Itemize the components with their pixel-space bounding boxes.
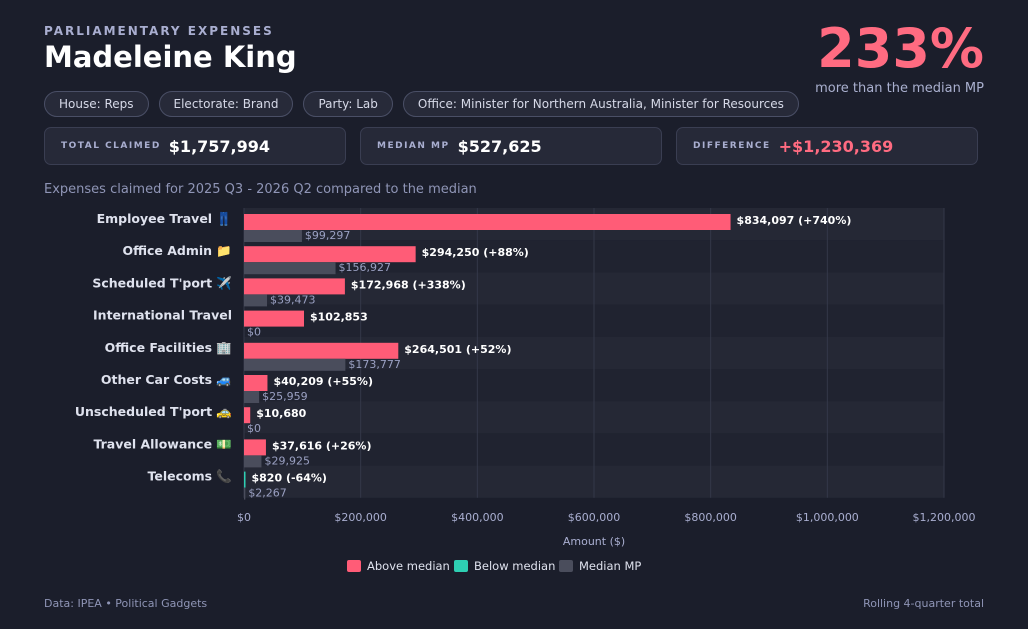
x-tick-label: $200,000 bbox=[334, 511, 387, 524]
legend-swatch-above-median bbox=[347, 560, 361, 572]
value-label: $820 (-64%) bbox=[252, 472, 327, 485]
difference-value: +$1,230,369 bbox=[778, 136, 894, 156]
value-label: $264,501 (+52%) bbox=[404, 343, 511, 356]
above-median-bar-other-car-costs bbox=[244, 375, 268, 391]
member-info-pills: House: Reps Electorate: Brand Party: Lab… bbox=[44, 91, 799, 117]
house-pill: House: Reps bbox=[44, 91, 149, 117]
above-median-bar-office-admin bbox=[244, 246, 416, 263]
category-label-telecoms: Telecoms 📞 bbox=[148, 468, 233, 484]
member-name: Madeleine King bbox=[44, 40, 297, 74]
legend-label-above-median: Above median bbox=[367, 559, 450, 573]
above-median-bar-unscheduled-t-port bbox=[244, 407, 251, 424]
category-label-travel-allowance: Travel Allowance 💵 bbox=[93, 436, 232, 451]
chart-caption: Expenses claimed for 2025 Q3 - 2026 Q2 c… bbox=[44, 182, 477, 197]
median-label: $0 bbox=[247, 422, 261, 435]
median-label: $173,777 bbox=[348, 358, 401, 371]
category-label-office-admin: Office Admin 📁 bbox=[122, 243, 232, 258]
category-label-other-car-costs: Other Car Costs 🚙 bbox=[101, 372, 232, 388]
electorate-pill: Electorate: Brand bbox=[158, 91, 294, 117]
median-bar-employee-travel bbox=[244, 230, 302, 242]
percent-caption: more than the median MP bbox=[815, 81, 984, 96]
party-pill: Party: Lab bbox=[303, 91, 393, 117]
x-tick-label: $800,000 bbox=[684, 511, 737, 524]
median-bar-telecoms bbox=[244, 487, 246, 500]
median-bar-scheduled-t-port bbox=[244, 294, 268, 307]
x-tick-label: $1,000,000 bbox=[796, 511, 859, 524]
value-label: $294,250 (+88%) bbox=[422, 246, 529, 259]
difference-label: DIFFERENCE bbox=[693, 141, 771, 151]
x-tick-label: $0 bbox=[237, 511, 251, 524]
total-claimed-value: $1,757,994 bbox=[168, 136, 271, 156]
median-mp-label: MEDIAN MP bbox=[377, 141, 450, 151]
median-bar-office-facilities bbox=[244, 358, 346, 371]
median-label: $25,959 bbox=[262, 390, 308, 403]
median-bar-office-admin bbox=[244, 262, 336, 275]
legend-label-median-mp: Median MP bbox=[579, 559, 641, 573]
value-label: $834,097 (+740%) bbox=[737, 214, 852, 227]
total-claimed-card: TOTAL CLAIMED $1,757,994 bbox=[44, 127, 346, 165]
median-label: $99,297 bbox=[305, 229, 351, 242]
median-bar-other-car-costs bbox=[244, 391, 260, 403]
above-median-bar-travel-allowance bbox=[244, 439, 266, 456]
footer-note: Rolling 4-quarter total bbox=[863, 597, 984, 610]
median-label: $29,925 bbox=[264, 454, 310, 467]
percent-above-median: 233% bbox=[817, 17, 984, 80]
value-label: $102,853 bbox=[310, 311, 368, 324]
value-label: $10,680 bbox=[256, 407, 306, 420]
above-median-bar-scheduled-t-port bbox=[244, 278, 345, 295]
category-label-employee-travel: Employee Travel 👖 bbox=[97, 211, 232, 226]
category-label-international-travel: International Travel bbox=[93, 308, 232, 323]
median-label: $39,473 bbox=[270, 293, 316, 306]
category-label-scheduled-t-port: Scheduled T'port ✈️ bbox=[92, 275, 232, 290]
legend-swatch-median-mp bbox=[559, 560, 573, 572]
above-median-bar-office-facilities bbox=[244, 342, 399, 359]
value-label: $37,616 (+26%) bbox=[272, 439, 372, 452]
median-mp-card: MEDIAN MP $527,625 bbox=[360, 127, 662, 165]
median-label: $0 bbox=[247, 326, 261, 339]
median-bar-travel-allowance bbox=[244, 455, 262, 468]
above-median-bar-international-travel bbox=[244, 310, 304, 327]
x-tick-label: $400,000 bbox=[451, 511, 504, 524]
median-label: $156,927 bbox=[339, 261, 392, 274]
category-label-unscheduled-t-port: Unscheduled T'port 🚕 bbox=[75, 404, 232, 419]
x-axis-title: Amount ($) bbox=[563, 535, 625, 548]
above-median-bar-employee-travel bbox=[244, 214, 731, 230]
median-label: $2,267 bbox=[248, 487, 287, 500]
legend-label-below-median: Below median bbox=[474, 559, 555, 573]
total-claimed-label: TOTAL CLAIMED bbox=[61, 141, 161, 151]
below-median-bar-telecoms bbox=[244, 471, 246, 488]
office-pill: Office: Minister for Northern Australia,… bbox=[402, 91, 799, 117]
x-tick-label: $1,200,000 bbox=[913, 511, 976, 524]
expenses-bar-chart: $0 $200,000 $400,000 $600,000 $800,000 $1,000… bbox=[75, 208, 976, 573]
page-kicker: PARLIAMENTARY EXPENSES bbox=[44, 24, 274, 38]
value-label: $172,968 (+338%) bbox=[351, 278, 466, 291]
value-label: $40,209 (+55%) bbox=[273, 375, 373, 388]
data-source: Data: IPEA • Political Gadgets bbox=[44, 597, 208, 610]
legend-swatch-below-median bbox=[454, 560, 468, 572]
difference-card: DIFFERENCE +$1,230,369 bbox=[676, 127, 978, 165]
median-mp-value: $527,625 bbox=[457, 136, 542, 156]
category-label-office-facilities: Office Facilities 🏢 bbox=[105, 340, 232, 355]
summary-stats: TOTAL CLAIMED $1,757,994 MEDIAN MP $527,… bbox=[44, 127, 978, 165]
x-tick-label: $600,000 bbox=[568, 511, 621, 524]
